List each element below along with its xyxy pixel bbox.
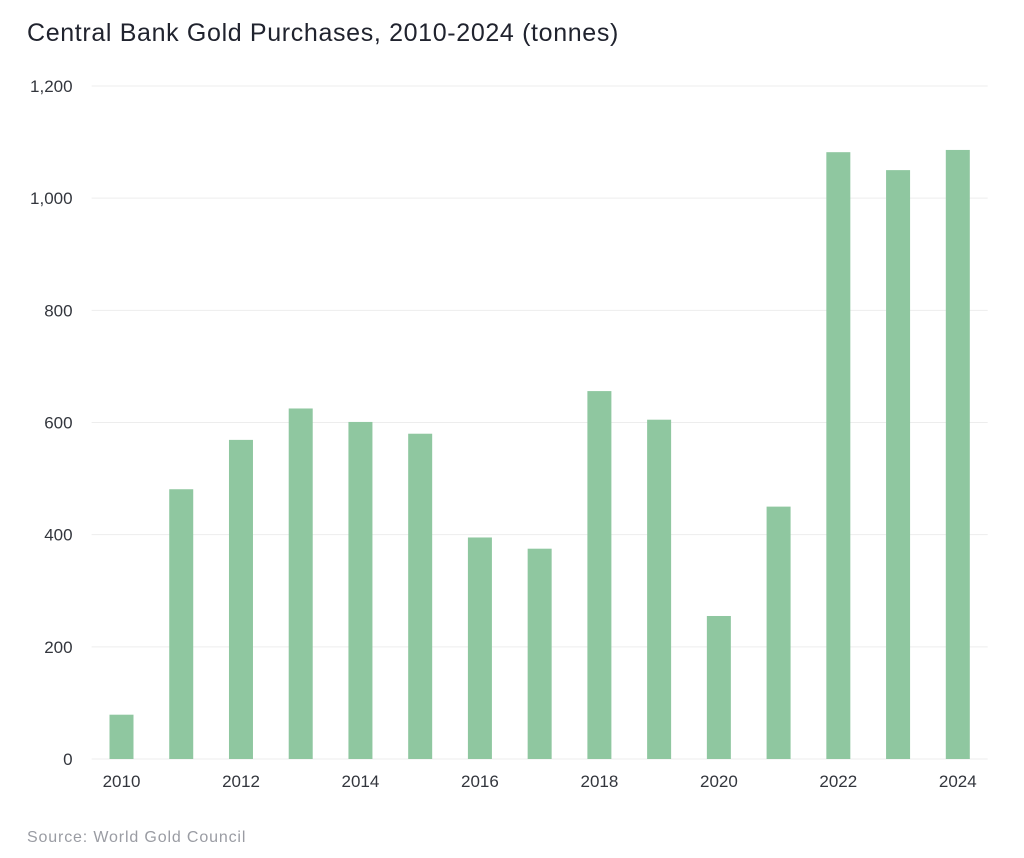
svg-text:1,200: 1,200 (30, 77, 73, 96)
svg-text:2018: 2018 (580, 772, 618, 791)
svg-text:2020: 2020 (700, 772, 738, 791)
svg-text:400: 400 (44, 526, 72, 545)
svg-text:2012: 2012 (222, 772, 260, 791)
svg-text:2024: 2024 (939, 772, 977, 791)
svg-text:0: 0 (63, 750, 72, 769)
svg-text:600: 600 (44, 414, 72, 433)
svg-text:800: 800 (44, 301, 72, 320)
svg-text:2014: 2014 (341, 772, 379, 791)
svg-text:2016: 2016 (461, 772, 499, 791)
svg-text:2010: 2010 (103, 772, 141, 791)
svg-text:200: 200 (44, 638, 72, 657)
svg-text:1,000: 1,000 (30, 189, 73, 208)
svg-text:2022: 2022 (819, 772, 857, 791)
